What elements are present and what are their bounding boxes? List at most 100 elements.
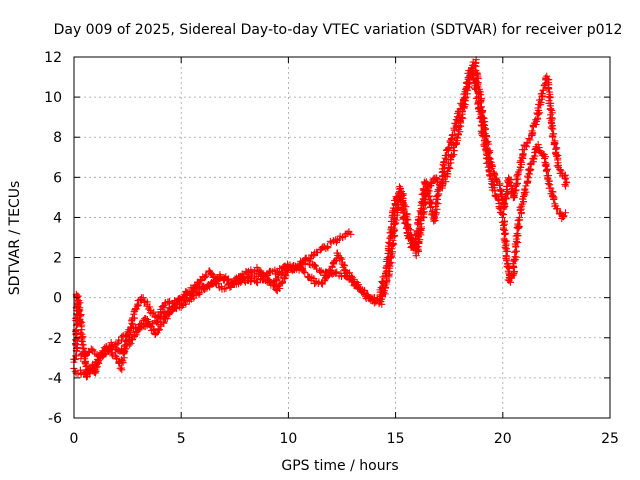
data-point bbox=[301, 269, 309, 277]
data-point bbox=[364, 291, 372, 299]
data-point bbox=[72, 352, 80, 360]
y-tick-label: 6 bbox=[53, 170, 62, 186]
data-point bbox=[431, 217, 439, 225]
data-point bbox=[545, 85, 553, 93]
data-point bbox=[508, 273, 516, 281]
x-tick-label: 5 bbox=[177, 431, 186, 447]
data-point bbox=[563, 179, 571, 187]
data-point bbox=[453, 116, 461, 124]
data-point bbox=[467, 69, 475, 77]
data-point bbox=[369, 295, 377, 303]
y-tick-label: 2 bbox=[53, 251, 62, 267]
data-point bbox=[397, 184, 405, 192]
data-point bbox=[483, 133, 491, 141]
y-tick-label: -6 bbox=[48, 411, 62, 427]
data-point bbox=[500, 220, 508, 228]
data-point bbox=[421, 198, 429, 206]
data-point bbox=[71, 356, 79, 364]
data-point bbox=[388, 248, 396, 256]
data-point bbox=[496, 181, 504, 189]
data-point bbox=[561, 174, 569, 182]
data-point bbox=[120, 346, 128, 354]
data-point bbox=[502, 255, 510, 263]
data-point bbox=[475, 90, 483, 98]
data-point bbox=[537, 98, 545, 106]
data-point bbox=[239, 273, 247, 281]
data-point bbox=[80, 344, 88, 352]
x-tick-label: 15 bbox=[387, 431, 405, 447]
x-tick-label: 20 bbox=[494, 431, 512, 447]
data-point bbox=[134, 300, 142, 308]
data-point bbox=[412, 252, 420, 260]
data-point bbox=[86, 367, 94, 375]
data-point bbox=[501, 201, 509, 209]
y-tick-label: 12 bbox=[44, 50, 62, 66]
data-point bbox=[254, 279, 262, 287]
data-point bbox=[515, 168, 523, 176]
data-point bbox=[433, 175, 441, 183]
data-point bbox=[425, 187, 433, 195]
data-point bbox=[461, 94, 469, 102]
data-point bbox=[539, 86, 547, 94]
data-point bbox=[261, 277, 269, 285]
data-point bbox=[519, 192, 527, 200]
data-point bbox=[325, 267, 333, 275]
data-point bbox=[506, 278, 514, 286]
data-point bbox=[173, 300, 181, 308]
data-point bbox=[226, 283, 234, 291]
y-tick-label: -2 bbox=[48, 331, 62, 347]
y-tick-label: 0 bbox=[53, 291, 62, 307]
data-point bbox=[163, 315, 171, 323]
data-point bbox=[277, 279, 285, 287]
data-point bbox=[548, 125, 556, 133]
data-point bbox=[413, 244, 421, 252]
plot-frame bbox=[73, 56, 611, 419]
data-point bbox=[528, 127, 536, 135]
x-axis-label: GPS time / hours bbox=[281, 458, 398, 474]
data-point bbox=[118, 336, 126, 344]
data-point bbox=[74, 300, 82, 308]
data-point bbox=[513, 230, 521, 238]
data-point bbox=[223, 277, 231, 285]
data-point bbox=[460, 104, 468, 112]
data-point bbox=[125, 328, 133, 336]
data-point bbox=[503, 247, 511, 255]
data-point bbox=[546, 94, 554, 102]
data-point bbox=[271, 281, 279, 289]
data-point bbox=[516, 158, 524, 166]
data-point bbox=[446, 164, 454, 172]
data-point bbox=[416, 236, 424, 244]
data-point bbox=[182, 300, 190, 308]
data-point bbox=[544, 180, 552, 188]
data-point bbox=[542, 167, 550, 175]
data-point bbox=[485, 140, 493, 148]
data-point bbox=[549, 133, 557, 141]
data-point bbox=[501, 243, 509, 251]
data-point bbox=[278, 269, 286, 277]
data-point bbox=[332, 257, 340, 265]
data-point bbox=[300, 267, 308, 275]
data-point bbox=[534, 141, 542, 149]
data-points bbox=[70, 56, 571, 381]
x-tick-label: 10 bbox=[279, 431, 297, 447]
data-point bbox=[523, 139, 531, 147]
data-point bbox=[282, 266, 290, 274]
data-point bbox=[207, 270, 215, 278]
data-point bbox=[554, 161, 562, 169]
data-point bbox=[216, 273, 224, 281]
data-point bbox=[474, 71, 482, 79]
data-point bbox=[310, 261, 318, 269]
data-point bbox=[511, 248, 519, 256]
data-point bbox=[538, 90, 546, 98]
data-point bbox=[196, 289, 204, 297]
data-point bbox=[402, 216, 410, 224]
data-point bbox=[342, 268, 350, 276]
data-point bbox=[73, 343, 81, 351]
data-point bbox=[130, 314, 138, 322]
data-point bbox=[178, 302, 186, 310]
data-point bbox=[147, 322, 155, 330]
y-tick-label: 8 bbox=[53, 130, 62, 146]
data-point bbox=[519, 150, 527, 158]
data-point bbox=[328, 263, 336, 271]
data-point bbox=[526, 136, 534, 144]
